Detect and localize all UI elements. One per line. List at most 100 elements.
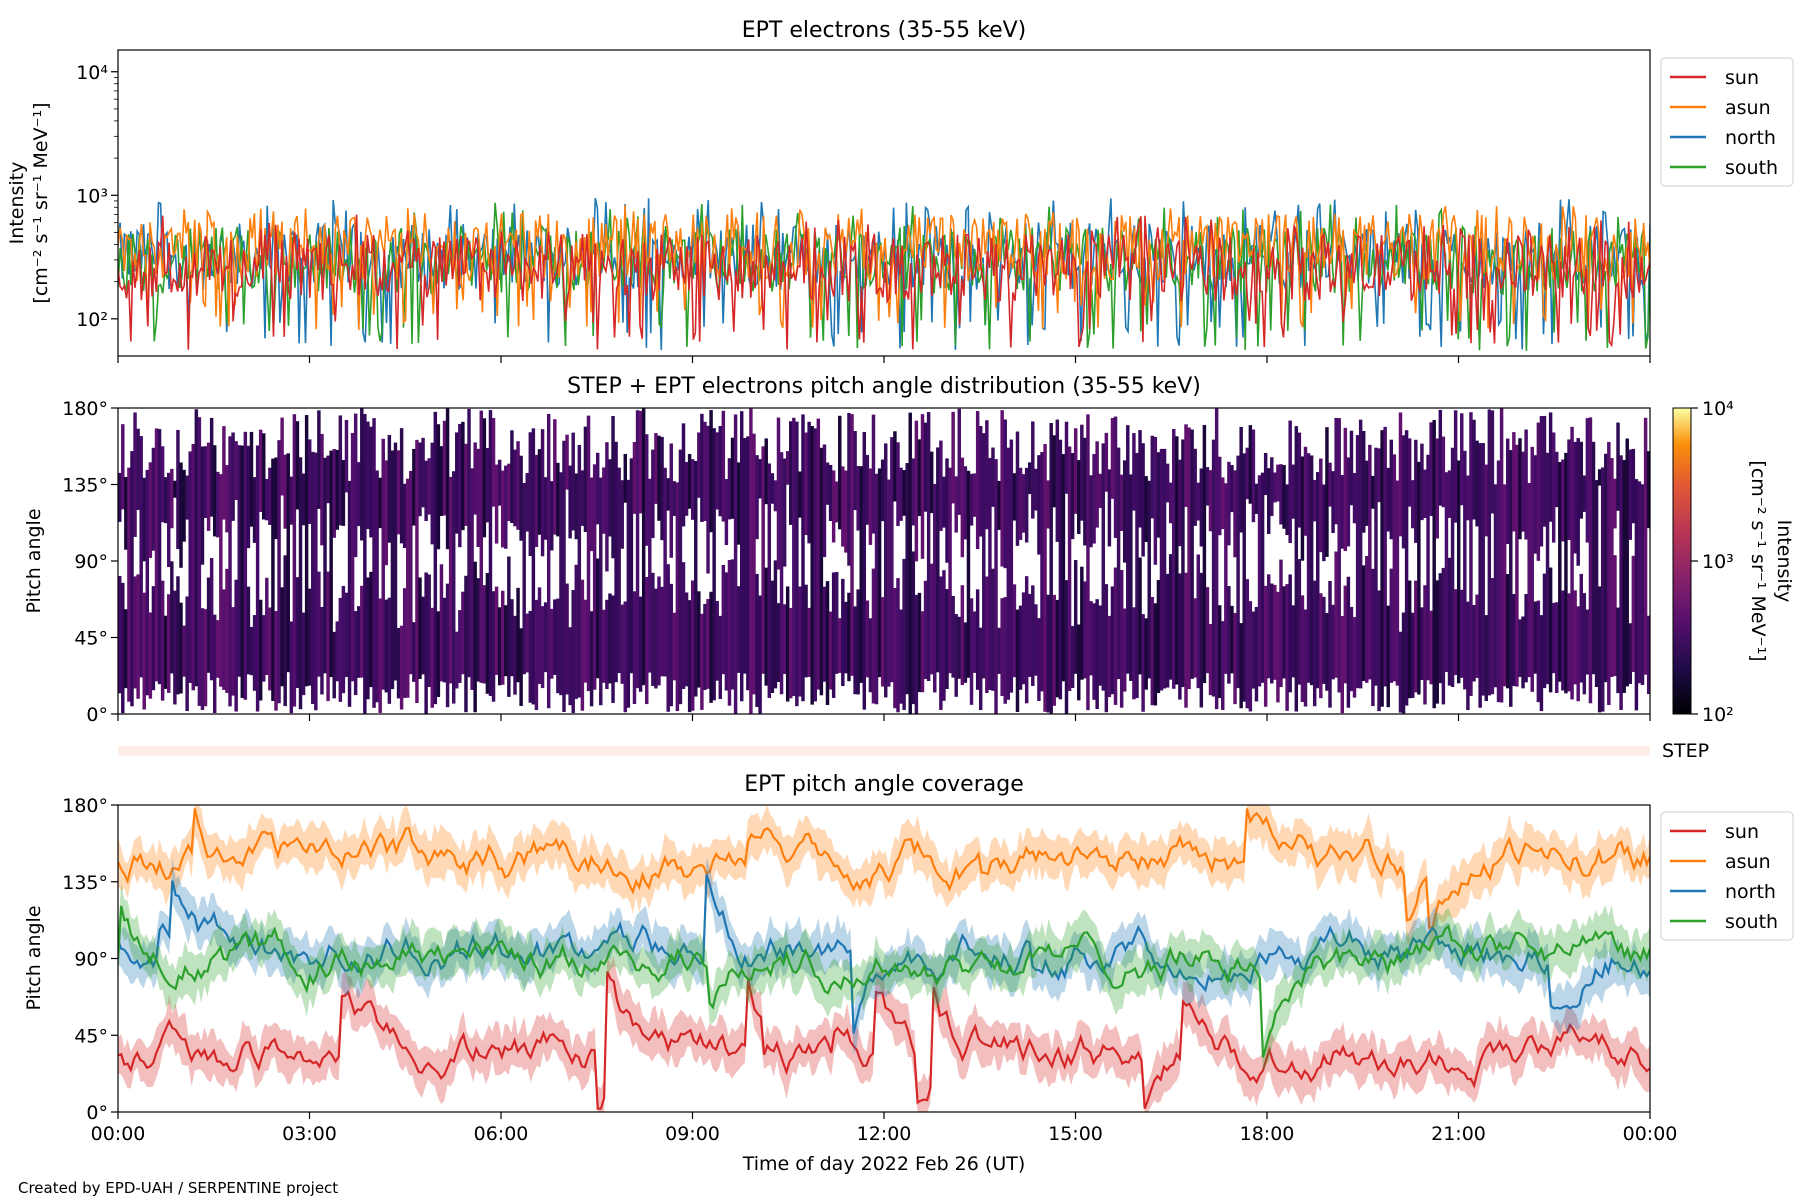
heatmap-cell bbox=[461, 591, 465, 675]
heatmap-cell bbox=[982, 433, 986, 679]
heatmap-cell bbox=[1411, 612, 1415, 698]
heatmap-cell bbox=[948, 467, 952, 674]
heatmap-cell bbox=[1282, 586, 1286, 679]
heatmap-cell bbox=[1073, 428, 1078, 514]
heatmap-cell bbox=[145, 469, 150, 696]
heatmap-cell bbox=[1052, 435, 1056, 508]
y-tick-label: 90° bbox=[74, 949, 108, 971]
heatmap-cell bbox=[687, 453, 692, 509]
heatmap-cell bbox=[1285, 484, 1289, 536]
heatmap-cell bbox=[700, 413, 704, 522]
heatmap-cell bbox=[534, 454, 539, 547]
heatmap-cell bbox=[488, 410, 493, 696]
heatmap-cell bbox=[461, 421, 465, 531]
heatmap-cell bbox=[1178, 459, 1182, 547]
heatmap-cell bbox=[1475, 440, 1479, 527]
heatmap-cell bbox=[730, 437, 735, 519]
heatmap-cell bbox=[599, 477, 603, 706]
heatmap-cell bbox=[681, 562, 686, 689]
heatmap-cell bbox=[1582, 593, 1587, 695]
heatmap-cell bbox=[464, 443, 468, 526]
heatmap-cell bbox=[841, 466, 845, 547]
heatmap-cell bbox=[871, 568, 876, 704]
heatmap-cell bbox=[133, 412, 137, 537]
heatmap-cell bbox=[1285, 584, 1289, 711]
heatmap-cell bbox=[752, 433, 756, 695]
heatmap-cell bbox=[1037, 455, 1041, 555]
heatmap-cell bbox=[163, 477, 168, 524]
heatmap-cell bbox=[1168, 554, 1173, 680]
heatmap-cell bbox=[1343, 585, 1348, 684]
heatmap-cell bbox=[620, 604, 624, 684]
heatmap-cell bbox=[865, 454, 870, 525]
heatmap-cell bbox=[1273, 472, 1277, 503]
heatmap-cell bbox=[384, 460, 389, 566]
heatmap-cell bbox=[556, 598, 560, 694]
panel2-yticks: 0° 45° 90° 135° 180° bbox=[62, 398, 118, 726]
heatmap-cell bbox=[216, 471, 220, 538]
heatmap-cell bbox=[1165, 463, 1170, 503]
heatmap-cell bbox=[1579, 573, 1583, 683]
heatmap-cell bbox=[1012, 473, 1017, 521]
heatmap-cell bbox=[743, 437, 747, 674]
series-line-asun bbox=[118, 808, 1650, 930]
colorbar-label: Intensity bbox=[1773, 520, 1795, 603]
heatmap-cell bbox=[1386, 467, 1390, 532]
heatmap-cell bbox=[580, 579, 585, 711]
heatmap-cell bbox=[1000, 598, 1004, 697]
heatmap-cell bbox=[1034, 468, 1038, 511]
heatmap-cell bbox=[194, 409, 199, 687]
heatmap-cell bbox=[1331, 604, 1335, 680]
heatmap-cell bbox=[672, 612, 677, 681]
heatmap-cell bbox=[1089, 475, 1093, 548]
heatmap-cell bbox=[1055, 599, 1060, 698]
heatmap-cell bbox=[1012, 584, 1017, 678]
heatmap-cell bbox=[436, 611, 441, 697]
heatmap-cell bbox=[1600, 467, 1605, 712]
heatmap-cell bbox=[179, 602, 183, 694]
heatmap-cell bbox=[1303, 446, 1308, 536]
heatmap-cell bbox=[632, 591, 637, 704]
heatmap-cell bbox=[482, 585, 487, 684]
heatmap-cell bbox=[332, 631, 336, 699]
heatmap-cell bbox=[779, 452, 784, 695]
heatmap-cell bbox=[706, 599, 710, 689]
heatmap-cell bbox=[868, 618, 873, 693]
heatmap-cell bbox=[258, 599, 263, 701]
heatmap-cell bbox=[522, 483, 526, 675]
heatmap-cell bbox=[1122, 460, 1127, 563]
y-tick-label: 10² bbox=[76, 309, 108, 331]
heatmap-cell bbox=[118, 576, 122, 694]
heatmap-cell bbox=[1460, 589, 1464, 678]
heatmap-cell bbox=[638, 410, 643, 514]
colorbar-tick-label: 10³ bbox=[1702, 551, 1734, 573]
heatmap-cell bbox=[1064, 580, 1069, 714]
heatmap-cell bbox=[1263, 452, 1268, 496]
heatmap-cell bbox=[969, 473, 974, 526]
heatmap-cell bbox=[534, 599, 539, 711]
heatmap-cell bbox=[1104, 432, 1109, 492]
x-axis-label: Time of day 2022 Feb 26 (UT) bbox=[742, 1153, 1026, 1175]
heatmap-cell bbox=[1521, 451, 1525, 532]
heatmap-cell bbox=[638, 596, 643, 692]
heatmap-cell bbox=[645, 434, 649, 546]
heatmap-cell bbox=[721, 564, 726, 675]
heatmap-cell bbox=[902, 558, 906, 710]
heatmap-cell bbox=[1003, 419, 1007, 569]
heatmap-cell bbox=[657, 435, 661, 521]
heatmap-cell bbox=[1478, 443, 1482, 708]
heatmap-cell bbox=[1153, 436, 1158, 565]
heatmap-cell bbox=[920, 414, 925, 559]
heatmap-cell bbox=[513, 615, 517, 695]
heatmap-cell bbox=[1061, 454, 1066, 682]
heatmap-cell bbox=[1380, 430, 1384, 707]
heatmap-cell bbox=[1107, 469, 1112, 547]
heatmap-cell bbox=[1331, 471, 1335, 533]
heatmap-cell bbox=[1239, 426, 1243, 533]
heatmap-cell bbox=[519, 628, 523, 706]
heatmap-cell bbox=[893, 587, 897, 709]
heatmap-cell bbox=[1484, 464, 1488, 537]
heatmap-cell bbox=[991, 568, 995, 691]
heatmap-cell bbox=[1634, 479, 1639, 711]
heatmap-cell bbox=[1573, 590, 1577, 685]
